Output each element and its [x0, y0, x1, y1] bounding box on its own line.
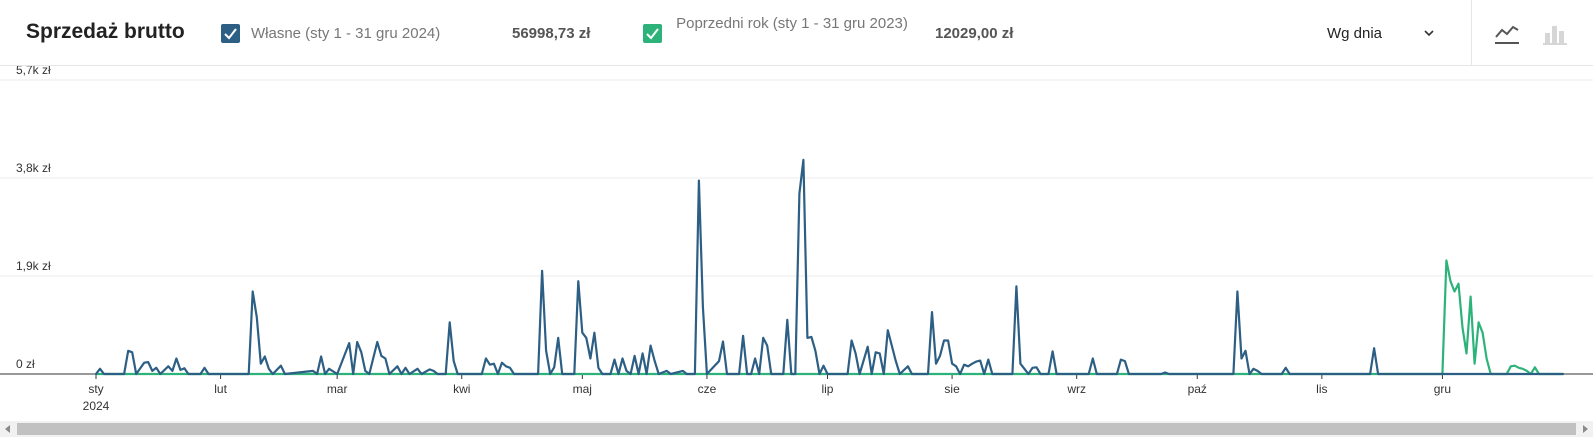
bar-chart-icon — [1543, 26, 1567, 45]
bar-chart-toggle[interactable] — [1542, 21, 1568, 47]
y-tick-label: 3,8k zł — [16, 161, 51, 175]
header-divider — [1471, 0, 1472, 66]
x-tick-label: sty — [88, 382, 103, 396]
scroll-right-icon[interactable] — [1577, 421, 1593, 437]
prev-series-total: 12029,00 zł — [935, 25, 1014, 42]
prev-series-line[interactable] — [94, 259, 1565, 376]
own-series-line[interactable] — [94, 158, 1565, 376]
prev-series-checkbox[interactable] — [643, 24, 662, 43]
own-series-checkbox[interactable] — [221, 24, 240, 43]
y-axis: 0 zł 1,9k zł 3,8k zł 5,7k zł — [16, 66, 51, 371]
x-tick-label: cze — [698, 382, 717, 396]
own-series-label[interactable]: Własne (sty 1 - 31 gru 2024) — [251, 25, 441, 42]
x-tick-label: mar — [327, 382, 348, 396]
period-select[interactable]: Wg dnia — [1313, 20, 1448, 48]
y-tick-label: 5,7k zł — [16, 66, 51, 77]
x-axis: sty 2024 lut mar kwi maj cze lip sie wrz paź lis gru — [83, 374, 1451, 413]
chevron-down-icon — [1424, 30, 1434, 37]
period-select-value: Wg dnia — [1327, 25, 1383, 42]
x-tick-label: lis — [1316, 382, 1327, 396]
x-tick-label: maj — [573, 382, 592, 396]
sales-line-chart: 0 zł 1,9k zł 3,8k zł 5,7k zł sty 2024 lut mar k… — [0, 66, 1593, 413]
x-tick-label: lip — [821, 382, 833, 396]
x-tick-label: sie — [944, 382, 960, 396]
y-tick-label: 0 zł — [16, 357, 35, 371]
line-chart-icon — [1495, 25, 1519, 44]
own-series-total: 56998,73 zł — [512, 25, 591, 42]
x-tick-label: paź — [1188, 382, 1207, 396]
chart-header: Sprzedaż brutto Własne (sty 1 - 31 gru 2… — [0, 0, 1593, 66]
y-tick-label: 1,9k zł — [16, 259, 51, 273]
chart-title: Sprzedaż brutto — [26, 20, 185, 43]
chart-series — [94, 158, 1565, 376]
x-tick-label: lut — [214, 382, 227, 396]
check-icon — [224, 28, 237, 40]
check-icon — [646, 28, 659, 40]
x-tick-label: wrz — [1066, 382, 1086, 396]
horizontal-scrollbar[interactable] — [0, 421, 1593, 437]
x-tick-sublabel: 2024 — [83, 399, 110, 413]
scrollbar-thumb[interactable] — [17, 423, 1576, 435]
x-tick-label: kwi — [453, 382, 470, 396]
scroll-left-icon[interactable] — [0, 421, 16, 437]
x-tick-label: gru — [1434, 382, 1451, 396]
prev-series-label[interactable]: Poprzedni rok (sty 1 - 31 gru 2023) — [676, 15, 908, 32]
line-chart-toggle[interactable] — [1493, 21, 1521, 47]
